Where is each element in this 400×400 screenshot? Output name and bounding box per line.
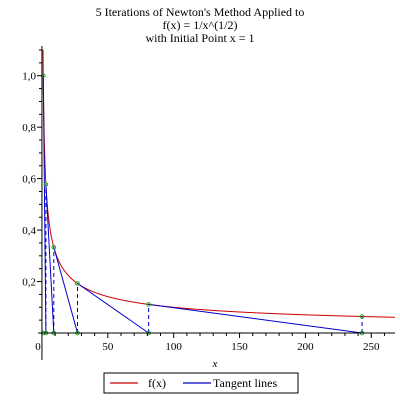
chart-title: 5 Iterations of Newton's Method Applied …: [96, 5, 305, 45]
tangent-line-1: [45, 184, 55, 334]
x-tick-label-5: 250: [363, 341, 380, 353]
curve-point-1: [43, 182, 49, 187]
y-tick-label-3: 0,8: [22, 122, 36, 134]
tangent-line-4: [148, 303, 363, 334]
legend: f(x) Tangent lines: [103, 372, 299, 394]
curve-point-5: [359, 314, 365, 319]
tangent-line-3: [77, 283, 149, 334]
title-line-2: with Initial Point x = 1: [145, 31, 254, 45]
legend-label-1: Tangent lines: [213, 376, 277, 390]
y-tick-label-4: 1,0: [22, 71, 36, 83]
y-tick-label-1: 0,4: [22, 225, 36, 237]
x-tick-label-4: 200: [297, 341, 314, 353]
y-tick-label-0: 0,2: [22, 277, 36, 289]
legend-label-0: f(x): [148, 376, 166, 390]
title-line-0: 5 Iterations of Newton's Method Applied …: [96, 5, 305, 19]
curve-point-2: [51, 244, 57, 250]
x-tick-label-0: 0: [35, 341, 41, 353]
x-axis-label: x: [212, 358, 218, 370]
x-tick-label-2: 100: [165, 341, 182, 353]
tangent-lines-group: [42, 75, 363, 334]
x-tick-label-3: 150: [231, 341, 248, 353]
iterate-points-group: [40, 73, 365, 336]
axes-group: 0 50 100 150 200 250 0,2 0,4 0,6 0,8 1,0 x: [22, 46, 395, 370]
tangent-line-2: [53, 247, 79, 334]
y-tick-label-2: 0,6: [22, 174, 36, 186]
function-curve: [42, 49, 396, 318]
x-tick-label-1: 50: [102, 341, 114, 353]
title-line-1: f(x) = 1/x^(1/2): [162, 18, 237, 32]
function-curve-group: [42, 49, 396, 318]
curve-point-3: [75, 281, 80, 286]
curve-point-4: [146, 302, 151, 307]
